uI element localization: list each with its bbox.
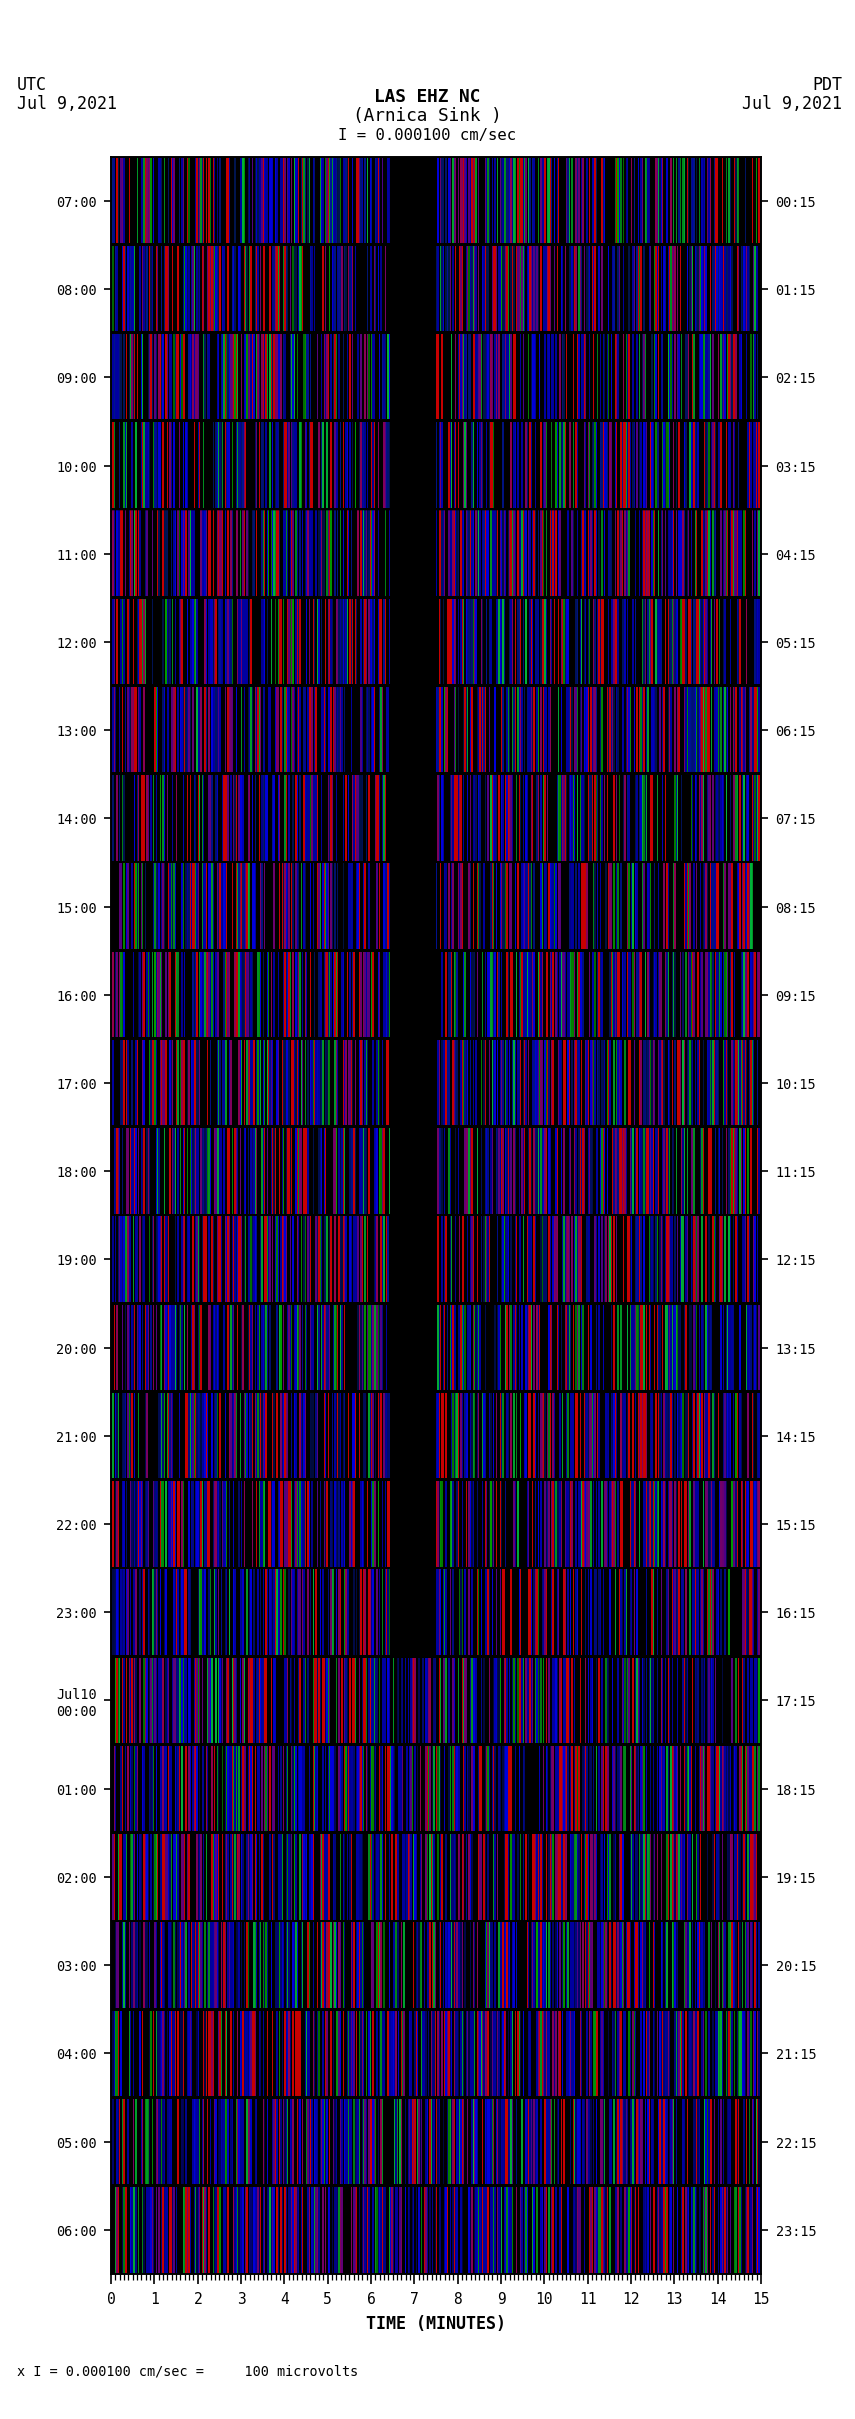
Text: UTC: UTC <box>17 75 47 94</box>
Text: LAS EHZ NC: LAS EHZ NC <box>374 87 481 106</box>
Text: PDT: PDT <box>812 75 842 94</box>
Text: Jul 9,2021: Jul 9,2021 <box>742 94 842 114</box>
Text: (Arnica Sink ): (Arnica Sink ) <box>353 106 502 126</box>
Text: x I = 0.000100 cm/sec =     100 microvolts: x I = 0.000100 cm/sec = 100 microvolts <box>17 2363 358 2378</box>
Text: Jul 9,2021: Jul 9,2021 <box>17 94 117 114</box>
Text: I = 0.000100 cm/sec: I = 0.000100 cm/sec <box>339 128 516 143</box>
X-axis label: TIME (MINUTES): TIME (MINUTES) <box>366 2315 506 2332</box>
